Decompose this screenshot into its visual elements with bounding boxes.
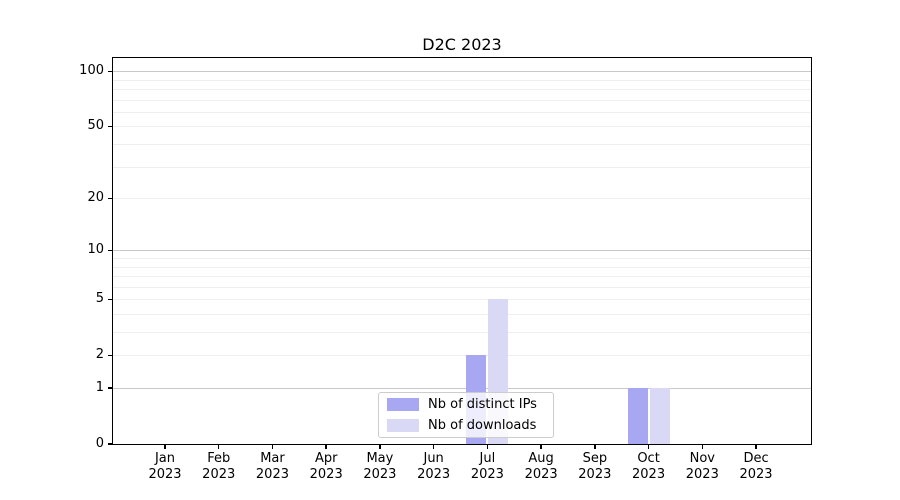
x-tick-label: Feb 2023 — [202, 451, 236, 482]
y-gridline-minor — [113, 258, 811, 260]
x-tick-label: May 2023 — [363, 451, 397, 482]
y-tick-label: 50 — [87, 118, 104, 134]
plot-area — [113, 58, 811, 444]
y-axis-line — [111, 57, 113, 445]
x-tick-label: Dec 2023 — [739, 451, 773, 482]
y-gridline-minor — [113, 166, 811, 168]
y-gridline-minor — [113, 355, 811, 357]
x-tick-label: Jan 2023 — [148, 451, 182, 482]
x-tick-mark — [271, 444, 274, 449]
y-tick-mark — [107, 387, 112, 389]
y-tick-label: 100 — [79, 63, 104, 79]
y-tick-label: 0 — [95, 436, 104, 451]
y-gridline-minor — [113, 332, 811, 334]
y-tick-label: 20 — [87, 190, 104, 206]
x-tick-mark — [755, 444, 757, 449]
x-tick-mark — [701, 444, 703, 449]
y-tick-mark — [107, 354, 112, 357]
y-gridline-minor — [113, 266, 811, 268]
y-gridline-minor — [113, 89, 811, 91]
x-tick-label: Jul 2023 — [470, 451, 504, 482]
legend-entry-downloads: Nb of downloads — [387, 417, 545, 434]
y-gridline-major — [113, 250, 811, 252]
y-tick-label: 10 — [87, 242, 104, 258]
legend-label-downloads: Nb of downloads — [428, 418, 537, 433]
x-tick-label: Mar 2023 — [255, 451, 289, 482]
x-tick-mark — [594, 444, 596, 449]
y-tick-label: 1 — [95, 380, 104, 396]
legend-swatch-distinct-ips — [387, 398, 419, 411]
top-spine — [112, 57, 812, 59]
y-gridline-minor — [113, 111, 811, 113]
y-gridline-minor — [113, 314, 811, 315]
y-gridline-minor — [113, 198, 811, 200]
x-tick-mark — [647, 444, 650, 449]
right-spine — [811, 57, 813, 445]
bar-downloads-9 — [649, 388, 670, 444]
x-tick-label: Apr 2023 — [309, 451, 343, 482]
x-axis-line — [112, 443, 812, 445]
x-tick-mark — [486, 444, 489, 449]
x-tick-mark — [164, 444, 166, 449]
y-tick-mark — [107, 443, 112, 445]
y-tick-mark — [107, 298, 112, 301]
y-tick-mark — [107, 70, 112, 73]
x-tick-mark — [540, 444, 542, 449]
y-tick-label: 5 — [95, 291, 104, 307]
x-tick-mark — [379, 444, 381, 449]
bar-distinct-ips-9 — [627, 388, 648, 444]
legend-label-distinct-ips: Nb of distinct IPs — [428, 397, 537, 412]
y-gridline-major — [113, 71, 811, 73]
x-tick-mark — [325, 444, 327, 449]
y-gridline-minor — [113, 286, 811, 288]
x-tick-label: Nov 2023 — [685, 451, 719, 482]
x-tick-label: Jun 2023 — [417, 451, 451, 482]
legend-swatch-downloads — [387, 419, 419, 432]
y-gridline-minor — [113, 299, 811, 301]
y-gridline-minor — [113, 79, 811, 81]
y-gridline-major — [113, 388, 811, 390]
y-gridline-minor — [113, 144, 811, 146]
legend-entry-distinct-ips: Nb of distinct IPs — [387, 396, 545, 413]
y-tick-label: 2 — [95, 347, 104, 363]
x-tick-mark — [432, 444, 435, 449]
x-tick-label: Aug 2023 — [524, 451, 558, 482]
y-gridline-minor — [113, 276, 811, 278]
y-tick-mark — [107, 197, 112, 199]
y-tick-mark — [107, 125, 112, 128]
x-tick-mark — [218, 444, 220, 449]
y-tick-mark — [107, 249, 112, 252]
legend: Nb of distinct IPs Nb of downloads — [378, 392, 554, 438]
y-gridline-minor — [113, 126, 811, 128]
chart-title: D2C 2023 — [422, 35, 502, 54]
x-tick-label: Sep 2023 — [578, 451, 612, 482]
y-gridline-minor — [113, 99, 811, 101]
x-tick-label: Oct 2023 — [632, 451, 666, 482]
